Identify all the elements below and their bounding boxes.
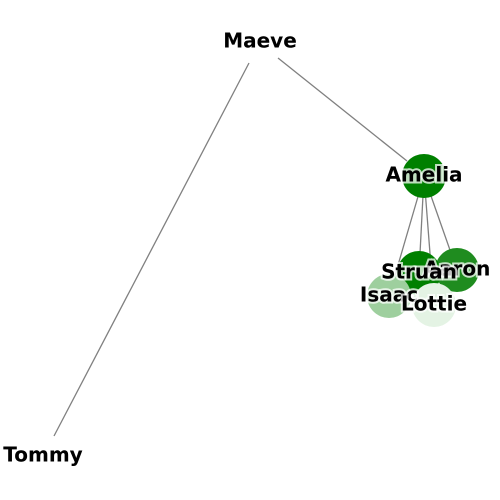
node-label-tommy: Tommy — [3, 443, 82, 467]
node-isaac[interactable] — [367, 274, 411, 318]
node-amelia[interactable] — [402, 154, 446, 198]
node-label-maeve: Maeve — [223, 29, 297, 53]
node-label-amelia: Amelia — [385, 163, 462, 187]
node-label-aaron: Aaron — [424, 257, 491, 281]
node-label-halo-maeve: Maeve — [223, 29, 297, 53]
node-label-isaac: Isaac — [360, 283, 418, 307]
node-label-halo-isaac: Isaac — [360, 283, 418, 307]
edge-maeve-amelia — [277, 57, 408, 162]
node-label-halo-struan: Struan — [381, 260, 457, 284]
edge-maeve-tommy — [53, 62, 250, 437]
nodes-layer — [367, 154, 479, 327]
node-label-halo-aaron: Aaron — [424, 257, 491, 281]
node-label-lottie: Lottie — [401, 292, 467, 316]
node-label-halo-amelia: Amelia — [385, 163, 462, 187]
node-aaron[interactable] — [435, 248, 479, 292]
node-label-halo-lottie: Lottie — [401, 292, 467, 316]
edges-layer — [53, 57, 458, 437]
node-lottie[interactable] — [412, 283, 456, 327]
node-label-struan: Struan — [381, 260, 457, 284]
node-label-halo-tommy: Tommy — [3, 443, 82, 467]
labels-layer: MaeveMaeveTommyTommyAmeliaAmeliaAaronAar… — [1, 27, 492, 469]
